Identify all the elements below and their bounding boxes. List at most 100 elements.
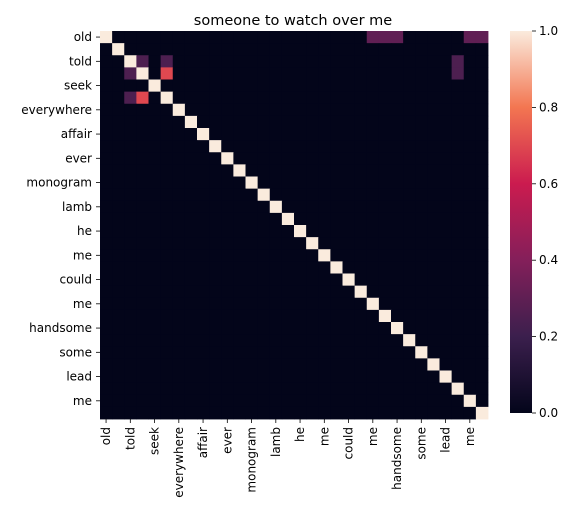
heatmap-cell bbox=[427, 91, 440, 105]
heatmap-cell bbox=[451, 115, 465, 129]
heatmap-cell bbox=[330, 249, 343, 262]
heatmap-cell bbox=[124, 31, 137, 44]
heatmap-cell bbox=[257, 79, 271, 93]
heatmap-cell bbox=[160, 394, 174, 408]
heatmap-cell bbox=[112, 382, 125, 396]
heatmap-cell bbox=[330, 225, 343, 238]
heatmap-cell bbox=[160, 322, 174, 335]
heatmap-cell bbox=[427, 285, 440, 299]
heatmap-cell bbox=[100, 285, 113, 299]
heatmap-cell bbox=[148, 103, 162, 117]
heatmap-cell bbox=[124, 67, 137, 80]
heatmap-cell bbox=[403, 164, 416, 177]
heatmap-cell bbox=[233, 43, 246, 56]
heatmap-cell bbox=[136, 273, 149, 287]
heatmap-cell bbox=[269, 188, 283, 202]
heatmap-cell bbox=[197, 334, 210, 347]
heatmap-cell bbox=[391, 128, 404, 141]
heatmap-cell bbox=[269, 406, 283, 420]
heatmap-cell bbox=[415, 152, 428, 165]
colorbar-tick-label: 0.6 bbox=[539, 177, 558, 191]
heatmap-cell bbox=[427, 79, 440, 93]
heatmap-cell bbox=[475, 67, 489, 80]
heatmap-cell bbox=[100, 212, 113, 226]
heatmap-cell bbox=[221, 406, 234, 420]
heatmap-cell bbox=[257, 322, 271, 335]
heatmap-cell bbox=[245, 115, 259, 129]
heatmap-cell bbox=[257, 200, 271, 214]
heatmap-cell bbox=[342, 322, 356, 335]
heatmap-cell bbox=[136, 285, 149, 299]
heatmap-cell bbox=[281, 346, 295, 359]
heatmap-cell bbox=[391, 43, 404, 56]
heatmap-cell bbox=[427, 297, 440, 311]
heatmap-cell bbox=[124, 334, 137, 347]
heatmap-cell bbox=[221, 31, 234, 44]
heatmap-cell bbox=[124, 176, 137, 190]
heatmap-cell bbox=[294, 346, 307, 359]
heatmap-cell bbox=[233, 322, 246, 335]
heatmap-cell bbox=[306, 103, 319, 117]
heatmap-cell bbox=[463, 382, 477, 396]
heatmap-cell bbox=[427, 164, 440, 177]
heatmap-cell bbox=[136, 67, 149, 80]
heatmap-cell bbox=[306, 31, 319, 44]
heatmap-cell bbox=[403, 176, 416, 190]
heatmap-cell bbox=[209, 200, 222, 214]
heatmap-cell bbox=[306, 285, 319, 299]
heatmap-cell bbox=[475, 79, 489, 93]
heatmap-cell bbox=[378, 43, 392, 56]
heatmap-cell bbox=[209, 261, 222, 274]
heatmap-cell bbox=[378, 346, 392, 359]
heatmap-cell bbox=[172, 128, 186, 141]
heatmap-cell bbox=[269, 200, 283, 214]
heatmap-cell bbox=[439, 55, 453, 68]
x-tick-label: told bbox=[123, 427, 137, 450]
heatmap-cell bbox=[318, 67, 331, 80]
heatmap-cell bbox=[318, 406, 331, 420]
heatmap-cell bbox=[172, 249, 186, 262]
heatmap-cell bbox=[451, 128, 465, 141]
heatmap-cell bbox=[342, 200, 356, 214]
heatmap-cell bbox=[245, 285, 259, 299]
heatmap-cell bbox=[463, 79, 477, 93]
heatmap-cell bbox=[451, 103, 465, 117]
heatmap-cell bbox=[221, 152, 234, 165]
heatmap-cell bbox=[463, 394, 477, 408]
heatmap-cell bbox=[100, 370, 113, 384]
heatmap-cell bbox=[172, 152, 186, 165]
heatmap-cell bbox=[294, 273, 307, 287]
heatmap-cell bbox=[281, 164, 295, 177]
heatmap-cell bbox=[112, 176, 125, 190]
heatmap-cell bbox=[257, 237, 271, 250]
heatmap-cell bbox=[197, 249, 210, 262]
heatmap-cell bbox=[245, 273, 259, 287]
heatmap-cell bbox=[451, 346, 465, 359]
heatmap-cell bbox=[342, 237, 356, 250]
heatmap-cell bbox=[160, 212, 174, 226]
heatmap-cell bbox=[318, 212, 331, 226]
heatmap-cell bbox=[451, 309, 465, 323]
heatmap-cell bbox=[124, 91, 137, 105]
heatmap-cell bbox=[294, 394, 307, 408]
heatmap-cell bbox=[330, 31, 343, 44]
heatmap-cell bbox=[100, 31, 113, 44]
heatmap-cell bbox=[233, 297, 246, 311]
heatmap-cell bbox=[318, 394, 331, 408]
heatmap-cell bbox=[124, 382, 137, 396]
heatmap-cell bbox=[100, 164, 113, 177]
heatmap-cell bbox=[391, 406, 404, 420]
heatmap-cell bbox=[136, 103, 149, 117]
heatmap-cell bbox=[451, 358, 465, 371]
heatmap-cell bbox=[148, 188, 162, 202]
heatmap-cell bbox=[475, 297, 489, 311]
heatmap-cell bbox=[403, 43, 416, 56]
heatmap-cell bbox=[160, 176, 174, 190]
heatmap-cell bbox=[415, 249, 428, 262]
heatmap-cell bbox=[148, 382, 162, 396]
heatmap-cell bbox=[257, 188, 271, 202]
heatmap-cell bbox=[257, 382, 271, 396]
heatmap-cell bbox=[342, 212, 356, 226]
heatmap-cell bbox=[391, 273, 404, 287]
